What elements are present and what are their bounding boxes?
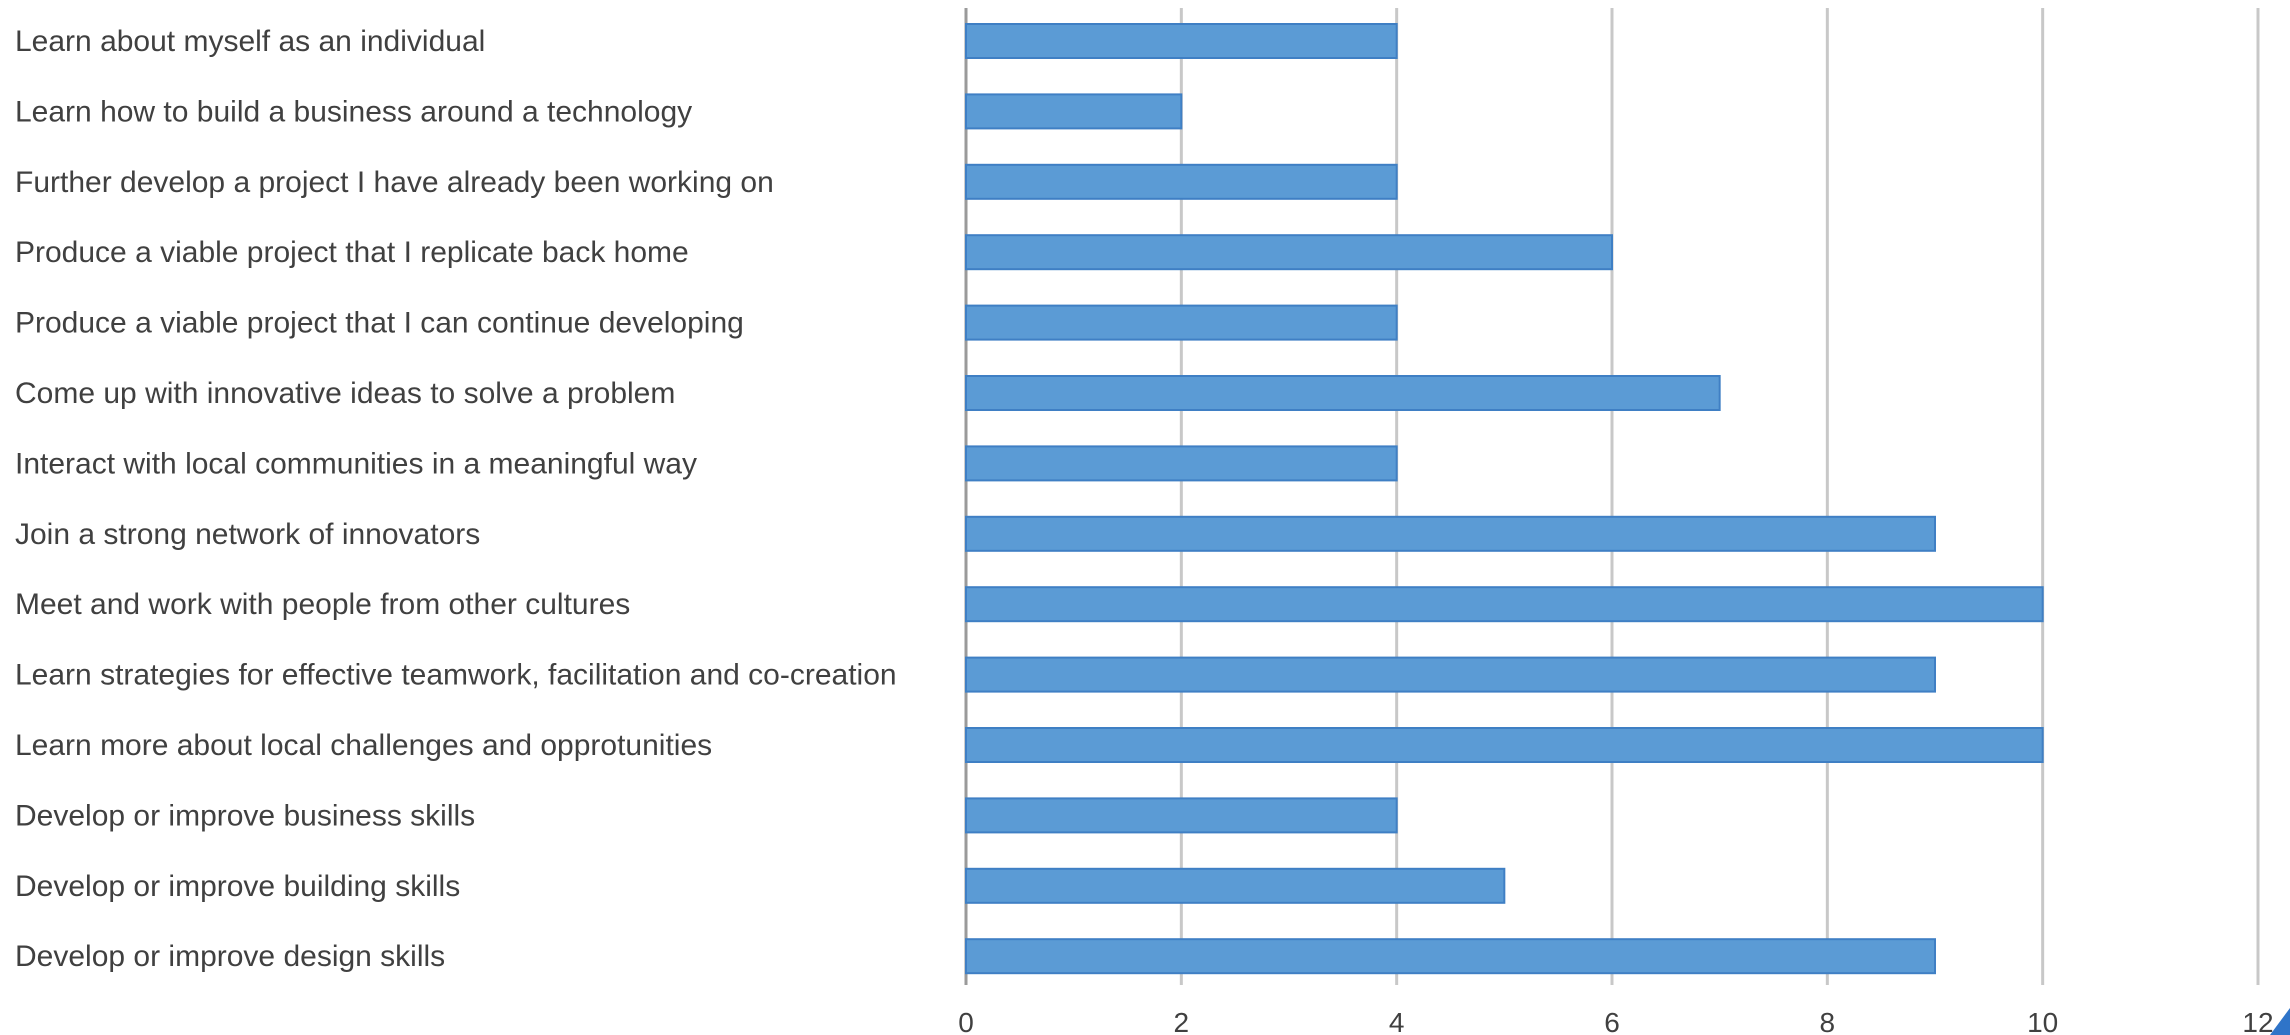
bar — [965, 938, 1936, 975]
bar — [965, 163, 1398, 200]
category-label: Join a strong network of innovators — [15, 518, 480, 551]
bar — [965, 234, 1613, 271]
category-label: Produce a viable project that I can cont… — [15, 307, 744, 340]
x-tick-label: 4 — [1389, 1007, 1405, 1035]
x-tick-label: 10 — [2027, 1007, 2058, 1035]
category-labels: Learn about myself as an individual Learn… — [15, 25, 897, 973]
corner-logo-mark — [2270, 1008, 2290, 1035]
bar-layer — [965, 23, 2044, 975]
bar — [965, 93, 1183, 130]
bar — [965, 515, 1936, 552]
x-tick-label: 6 — [1604, 1007, 1620, 1035]
bar — [965, 727, 2044, 763]
bar — [965, 656, 1936, 693]
x-tick-label: 8 — [1820, 1007, 1836, 1035]
category-label: Come up with innovative ideas to solve a… — [15, 377, 675, 410]
bar — [965, 867, 1506, 904]
category-label: Produce a viable project that I replicat… — [15, 236, 689, 269]
category-label: Learn how to build a business around a t… — [15, 95, 692, 128]
bar — [965, 304, 1398, 341]
category-label: Develop or improve business skills — [15, 799, 475, 832]
category-label: Develop or improve design skills — [15, 940, 445, 973]
category-label: Learn about myself as an individual — [15, 25, 485, 58]
category-label: Develop or improve building skills — [15, 870, 460, 903]
bar — [965, 586, 2044, 623]
x-tick-label: 0 — [958, 1007, 974, 1035]
x-tick-label: 2 — [1174, 1007, 1190, 1035]
x-axis-tick-labels: 0 2 4 6 8 10 12 — [958, 1007, 2273, 1035]
category-label: Meet and work with people from other cul… — [15, 588, 630, 621]
category-label: Interact with local communities in a mea… — [15, 447, 697, 480]
category-label: Learn strategies for effective teamwork,… — [15, 659, 897, 692]
bar — [965, 445, 1398, 482]
category-label: Learn more about local challenges and op… — [15, 729, 712, 762]
category-label: Further develop a project I have already… — [15, 166, 774, 199]
bar — [965, 23, 1398, 59]
x-tick-label: 12 — [2242, 1007, 2273, 1035]
bar — [965, 797, 1398, 834]
bar — [965, 375, 1721, 411]
grid-layer — [964, 8, 2260, 985]
